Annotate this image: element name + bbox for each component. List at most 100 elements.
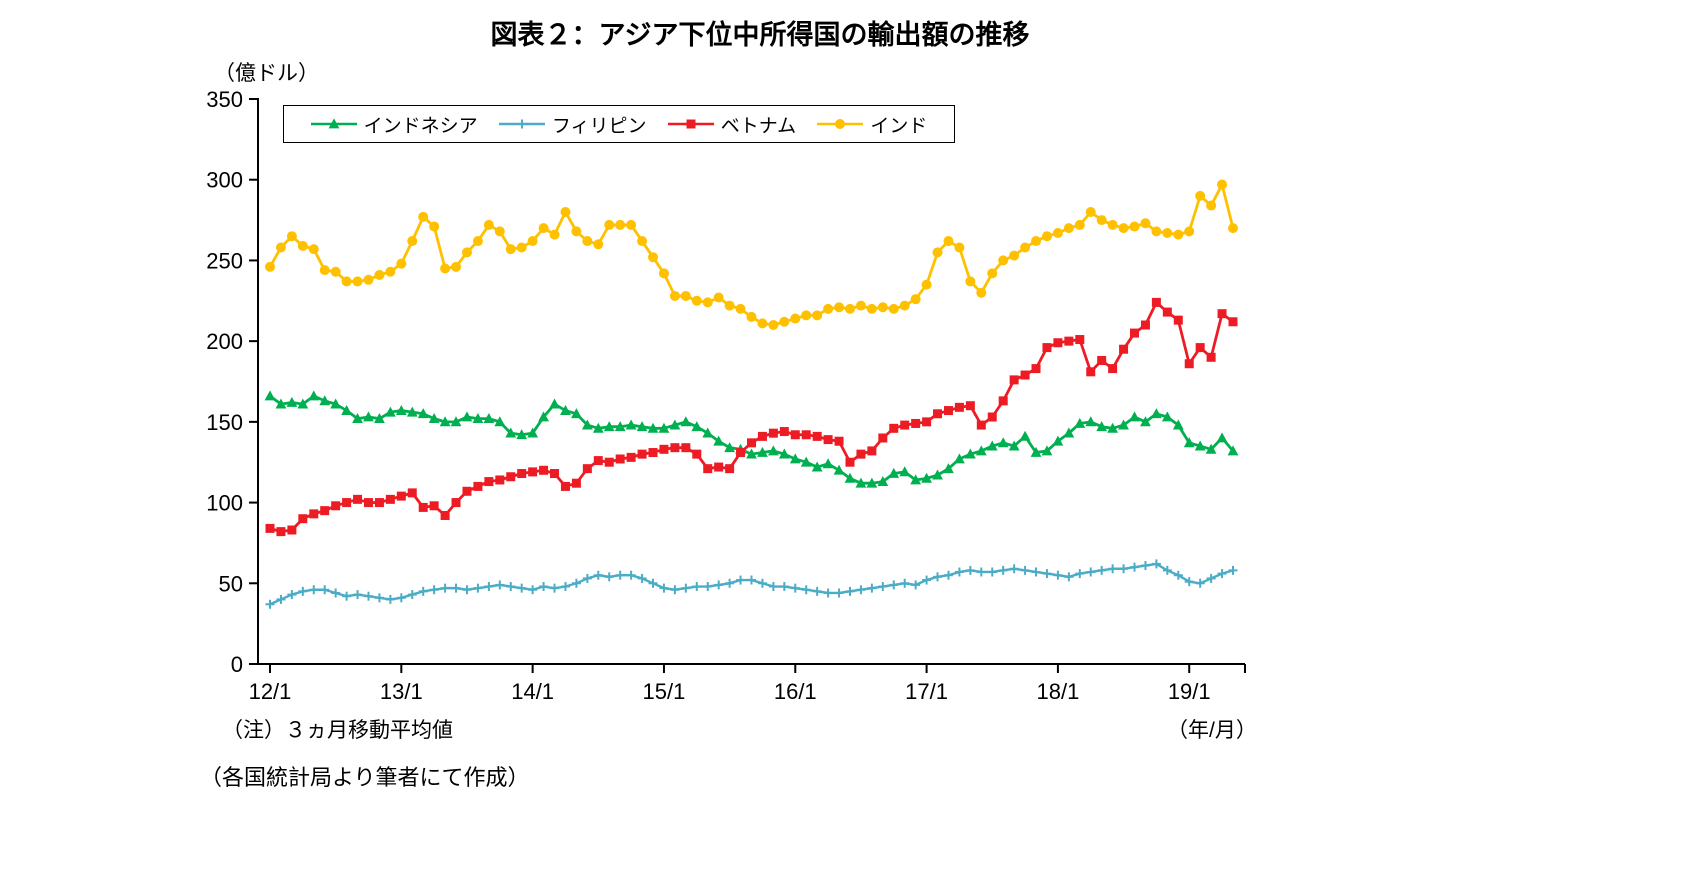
series-point-indonesia (483, 413, 495, 424)
series-point-vietnam (1217, 309, 1227, 319)
legend-item-philippines: フィリピン (498, 111, 647, 138)
series-point-vietnam (506, 472, 516, 482)
y-tick-label: 300 (206, 168, 243, 193)
series-point-india (987, 268, 998, 279)
series-point-vietnam (1206, 352, 1216, 362)
series-point-vietnam (353, 494, 363, 504)
y-tick-label: 150 (206, 410, 243, 435)
series-point-vietnam (1086, 367, 1096, 377)
series-point-indonesia (428, 413, 440, 424)
series-point-indonesia (899, 466, 911, 477)
series-point-indonesia (811, 461, 823, 472)
series-point-indonesia (964, 448, 976, 459)
series-point-vietnam (779, 427, 789, 437)
series-point-india (483, 219, 494, 230)
series-point-india (1129, 221, 1140, 232)
series-point-india (702, 297, 713, 308)
series-point-india (560, 207, 571, 217)
series-point-vietnam (757, 431, 767, 441)
series-point-india (527, 236, 538, 247)
series-point-vietnam (659, 444, 669, 454)
series-point-indonesia (461, 411, 473, 422)
series-point-vietnam (1042, 343, 1052, 353)
series-point-india (418, 211, 429, 222)
series-point-indonesia (1183, 437, 1195, 448)
series-point-indonesia (1205, 443, 1217, 454)
series-point-indonesia (1019, 430, 1031, 441)
series-point-indonesia (330, 398, 342, 409)
series-point-vietnam (747, 438, 756, 448)
series-point-vietnam (276, 527, 286, 537)
legend-marker-vietnam (686, 119, 696, 129)
series-point-indonesia (1107, 422, 1119, 433)
series-point-vietnam (265, 523, 275, 533)
series-point-indonesia (877, 475, 889, 486)
series-point-vietnam (670, 443, 680, 453)
series-point-india (461, 247, 472, 258)
series-point-india (1041, 231, 1052, 242)
series-point-india (265, 261, 275, 272)
series-point-india (943, 236, 954, 247)
series-point-india (1096, 215, 1107, 226)
series-point-vietnam (1020, 370, 1030, 380)
series-point-indonesia (1118, 419, 1129, 430)
series-point-india (1217, 179, 1228, 190)
series-point-vietnam (1031, 364, 1041, 374)
series-point-vietnam (320, 506, 330, 516)
series-point-indonesia (581, 419, 593, 430)
series-point-indonesia (702, 427, 714, 438)
series-point-vietnam (823, 435, 833, 445)
series-point-indonesia (1030, 446, 1042, 457)
series-point-indonesia (1161, 411, 1173, 422)
series-point-vietnam (1184, 359, 1194, 369)
series-point-vietnam (484, 477, 494, 487)
series-point-india (604, 219, 615, 230)
series-point-india (538, 223, 549, 234)
series-point-india (976, 287, 987, 298)
series-point-india (1151, 226, 1162, 237)
series-point-india (724, 300, 735, 311)
series-point-vietnam (998, 396, 1008, 406)
series-point-india (899, 300, 910, 311)
legend-label-philippines: フィリピン (551, 115, 647, 137)
series-point-vietnam (768, 428, 778, 438)
series-point-vietnam (976, 420, 986, 430)
series-point-indonesia (352, 413, 363, 424)
y-axis-unit-label: （億ドル） (214, 62, 319, 85)
legend-item-india: インド (817, 111, 927, 138)
series-point-india (1162, 227, 1173, 238)
plus-marker-icon (498, 119, 545, 129)
series-point-indonesia (767, 445, 779, 456)
series-point-india (648, 252, 659, 263)
series-point-indonesia (997, 437, 1009, 448)
series-point-india (319, 265, 330, 276)
chart-source: （各国統計局より筆者にて作成） (200, 765, 530, 790)
series-point-indonesia (822, 458, 834, 469)
series-point-indonesia (647, 422, 659, 433)
series-point-india (549, 229, 560, 240)
x-tick-label: 19/1 (1168, 679, 1211, 704)
series-point-indonesia (406, 406, 418, 417)
series-point-vietnam (604, 457, 614, 467)
series-point-india (363, 274, 374, 285)
series-point-indonesia (1063, 427, 1075, 438)
series-point-vietnam (462, 486, 472, 496)
chart-note: （注）３ヵ月移動平均値 (222, 719, 453, 742)
y-tick-label: 0 (231, 652, 243, 677)
series-point-indonesia (1140, 416, 1151, 427)
series-point-vietnam (615, 454, 625, 464)
series-point-india (308, 244, 319, 255)
series-point-india (1195, 190, 1206, 201)
series-point-vietnam (1173, 315, 1183, 325)
series-point-india (790, 313, 801, 324)
series-point-vietnam (933, 409, 943, 419)
series-point-indonesia (341, 404, 353, 415)
series-point-vietnam (571, 478, 581, 488)
series-point-india (1118, 223, 1129, 234)
series-point-india (954, 242, 965, 253)
series-point-indonesia (943, 463, 954, 474)
series-point-vietnam (363, 498, 373, 508)
legend-marker-indonesia (328, 118, 340, 129)
